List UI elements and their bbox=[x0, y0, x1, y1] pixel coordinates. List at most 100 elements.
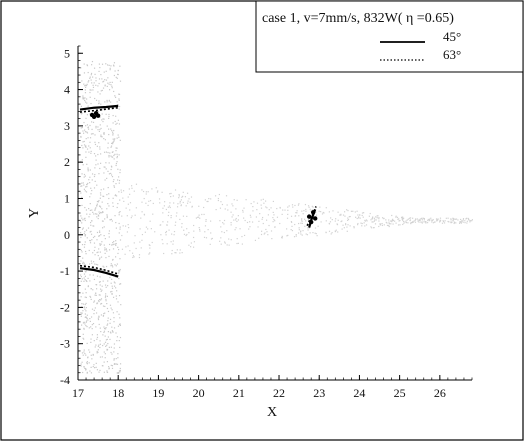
speckle-dot bbox=[98, 294, 100, 296]
speckle-dot bbox=[166, 224, 168, 226]
speckle-dot bbox=[93, 278, 96, 281]
series-line-45 bbox=[79, 104, 119, 111]
speckle-dot bbox=[101, 109, 103, 111]
speckle-dot bbox=[105, 345, 107, 347]
speckle-dot bbox=[93, 153, 96, 155]
speckle-dot bbox=[83, 264, 85, 266]
speckle-dot bbox=[371, 216, 374, 219]
speckle-dot bbox=[425, 222, 427, 224]
speckle-dot bbox=[103, 166, 105, 168]
speckle-dot bbox=[118, 123, 121, 125]
speckle-dot bbox=[96, 204, 98, 206]
speckle-dot bbox=[113, 358, 115, 360]
speckle-dot bbox=[89, 91, 91, 94]
speckle-dot bbox=[82, 303, 85, 305]
speckle-dot bbox=[118, 93, 120, 95]
speckle-dot bbox=[118, 105, 121, 108]
speckle-dot bbox=[100, 302, 103, 305]
speckle-dot bbox=[197, 216, 200, 218]
speckle-dot bbox=[228, 238, 230, 240]
speckle-dot bbox=[295, 235, 297, 237]
speckle-dot bbox=[89, 240, 92, 242]
speckle-dot bbox=[104, 328, 107, 330]
speckle-dot bbox=[118, 182, 120, 184]
speckle-dot bbox=[82, 262, 84, 265]
speckle-dot bbox=[81, 251, 83, 253]
speckle-dot bbox=[104, 139, 107, 141]
speckle-dot bbox=[115, 147, 117, 149]
speckle-dot bbox=[410, 221, 412, 224]
speckle-dot bbox=[102, 314, 105, 317]
speckle-dot bbox=[99, 276, 101, 278]
speckle-dot bbox=[298, 203, 300, 205]
speckle-dot bbox=[106, 85, 108, 88]
x-tick-label: 25 bbox=[394, 386, 406, 400]
speckle-dot bbox=[99, 243, 101, 245]
speckle-dot bbox=[91, 334, 93, 336]
speckle-dot bbox=[272, 216, 274, 219]
speckle-dot bbox=[300, 230, 302, 232]
speckle-dot bbox=[399, 224, 401, 226]
speckle-dot bbox=[81, 196, 83, 198]
speckle-dot bbox=[116, 73, 119, 75]
speckle-dot bbox=[122, 225, 124, 227]
speckle-dot bbox=[109, 81, 111, 84]
speckle-dot bbox=[119, 369, 121, 372]
speckle-dot bbox=[117, 357, 119, 359]
speckle-dot bbox=[293, 236, 296, 238]
speckle-dot bbox=[101, 119, 103, 121]
speckle-dot bbox=[113, 351, 115, 353]
speckle-dot bbox=[96, 336, 99, 339]
speckle-dot bbox=[290, 229, 292, 231]
speckle-dot bbox=[112, 244, 114, 246]
speckle-dot bbox=[109, 219, 111, 221]
speckle-dot bbox=[191, 205, 193, 207]
speckle-dot bbox=[117, 203, 119, 205]
speckle-dot bbox=[151, 188, 153, 190]
speckle-dot bbox=[235, 219, 237, 221]
speckle-dot bbox=[334, 230, 337, 233]
speckle-dot bbox=[179, 252, 181, 254]
speckle-dot bbox=[257, 226, 259, 228]
speckle-dot bbox=[305, 220, 307, 222]
speckle-dot bbox=[149, 220, 151, 222]
speckle-dot bbox=[331, 219, 333, 221]
speckle-dot bbox=[110, 265, 112, 267]
speckle-dot bbox=[335, 218, 337, 220]
speckle-dot bbox=[309, 232, 311, 234]
speckle-dot bbox=[93, 364, 95, 366]
speckle-dot bbox=[396, 216, 399, 219]
speckle-dot bbox=[118, 232, 120, 234]
speckle-dot bbox=[425, 221, 427, 223]
speckle-dot bbox=[110, 65, 112, 67]
speckle-dot bbox=[279, 207, 281, 209]
legend-header: case 1, v=7mm/s, 832W( η =0.65) bbox=[262, 11, 454, 26]
speckle-dot bbox=[118, 370, 121, 372]
speckle-dot bbox=[250, 216, 252, 218]
speckle-dot bbox=[104, 305, 106, 308]
series-line-63 bbox=[306, 206, 317, 227]
x-tick-label: 26 bbox=[434, 386, 446, 400]
speckle-dot bbox=[467, 217, 469, 220]
speckle-dot bbox=[106, 370, 108, 372]
speckle-dot bbox=[294, 223, 296, 226]
speckle-dot bbox=[112, 64, 115, 66]
speckle-dot bbox=[87, 285, 89, 287]
speckle-dot bbox=[251, 221, 254, 223]
speckle-dot bbox=[286, 228, 288, 230]
speckle-dot bbox=[431, 221, 433, 223]
speckle-dot bbox=[112, 122, 114, 124]
speckle-dot bbox=[186, 233, 188, 236]
x-tick-label: 18 bbox=[112, 386, 124, 400]
speckle-dot bbox=[86, 280, 88, 283]
speckle-dot bbox=[301, 210, 303, 212]
speckle-dot bbox=[80, 313, 82, 315]
speckle-dot bbox=[135, 183, 138, 185]
speckle-dot bbox=[102, 211, 104, 213]
speckle-dot bbox=[115, 363, 117, 365]
speckle-dot bbox=[104, 179, 106, 181]
speckle-dot bbox=[109, 67, 111, 69]
speckle-dot bbox=[92, 211, 94, 213]
speckle-dot bbox=[180, 204, 182, 206]
speckle-dot bbox=[90, 152, 92, 154]
